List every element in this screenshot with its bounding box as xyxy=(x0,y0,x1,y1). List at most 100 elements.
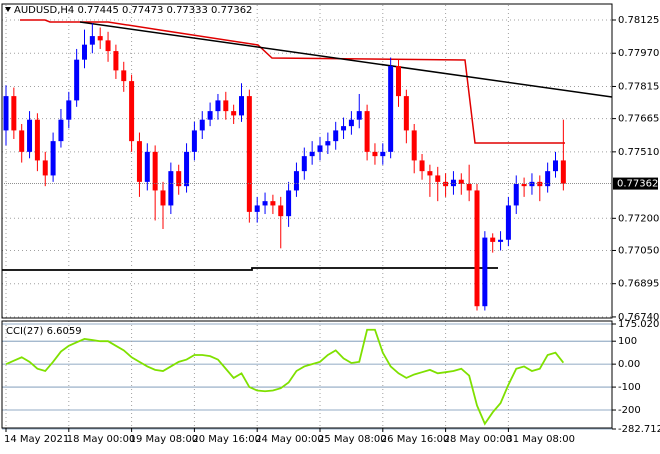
candle-body xyxy=(50,141,56,176)
chart-title: AUDUSD,H4 0.77445 0.77473 0.77333 0.7736… xyxy=(14,5,252,16)
y-tick-label: 0.77050 xyxy=(618,245,659,256)
candle-body xyxy=(325,141,331,146)
candle-body xyxy=(364,111,370,152)
candle-body xyxy=(388,66,394,152)
y-tick-label: 0.78125 xyxy=(618,15,659,26)
candle-body xyxy=(152,151,158,191)
candle-body xyxy=(372,151,378,157)
candle-body xyxy=(34,119,40,161)
candle-body xyxy=(42,160,48,176)
candle-body xyxy=(466,184,472,191)
current-price-tag xyxy=(613,177,658,190)
y-tick-label: 0.00 xyxy=(618,359,640,370)
candle-body xyxy=(498,239,504,242)
candle-body xyxy=(521,184,527,187)
candle-body xyxy=(199,119,205,131)
candle-body xyxy=(246,96,252,212)
candle-body xyxy=(74,59,80,101)
x-tick-label: 28 May 00:00 xyxy=(444,434,513,445)
candle-body xyxy=(262,201,268,206)
y-tick-label: 0.77510 xyxy=(618,147,659,158)
candle-body xyxy=(545,171,551,187)
candle-body xyxy=(184,151,190,187)
x-tick-label: 31 May 08:00 xyxy=(506,434,575,445)
candle-body xyxy=(450,179,456,187)
candle-body xyxy=(301,156,307,172)
candle-body xyxy=(348,119,354,127)
candle-body xyxy=(341,126,347,131)
candle-body xyxy=(553,160,558,172)
symbol-icon xyxy=(5,7,11,12)
candle-body xyxy=(513,184,519,206)
candle-body xyxy=(403,96,409,131)
x-tick-label: 26 May 16:00 xyxy=(381,434,450,445)
candle-body xyxy=(66,100,72,120)
y-tick-label: 0.77815 xyxy=(618,81,659,92)
x-tick-label: 25 May 08:00 xyxy=(318,434,387,445)
candle-body xyxy=(105,40,111,52)
candle-body xyxy=(356,111,362,120)
candle-body xyxy=(458,179,464,185)
candle-body xyxy=(254,205,260,212)
y-tick-label: 0.77665 xyxy=(618,114,659,125)
candle-body xyxy=(293,171,299,191)
candle-body xyxy=(207,111,213,120)
candle-body xyxy=(419,160,425,172)
candle-body xyxy=(529,181,535,187)
x-tick-label: 14 May 2021 xyxy=(4,434,69,445)
candle-body xyxy=(443,181,449,187)
y-tick-label: 0.77200 xyxy=(618,213,659,224)
candle-body xyxy=(380,151,386,157)
price-panel-frame xyxy=(1,3,613,319)
candle-body xyxy=(317,145,323,152)
indicator-line xyxy=(5,328,565,426)
candle-body xyxy=(160,190,166,206)
candle-body xyxy=(27,119,33,152)
candle-body xyxy=(270,201,276,206)
candle-body xyxy=(505,205,511,240)
candle-body xyxy=(278,205,284,217)
candle-body xyxy=(411,130,417,161)
support-line xyxy=(2,267,498,271)
candle-layer xyxy=(3,23,566,311)
candle-body xyxy=(309,151,315,157)
trend-line xyxy=(79,21,613,98)
grid-layer xyxy=(2,5,612,430)
candle-body xyxy=(231,111,237,116)
cci-panel-frame xyxy=(1,320,613,429)
candle-body xyxy=(396,66,401,97)
candle-body xyxy=(560,160,566,184)
candle-body xyxy=(215,100,221,112)
y-tick-label: -282.712 xyxy=(618,424,660,435)
y-tick-label: 175.0203 xyxy=(618,319,660,330)
candle-body xyxy=(239,96,244,116)
x-tick-label: 24 May 00:00 xyxy=(255,434,324,445)
y-tick-label: 0.77970 xyxy=(618,48,659,59)
candle-body xyxy=(333,130,339,142)
candle-body xyxy=(191,130,197,152)
candle-body xyxy=(89,36,95,45)
candle-body xyxy=(82,44,87,60)
current-price-label: 0.77362 xyxy=(617,179,658,190)
y-tick-label: -200 xyxy=(618,405,641,416)
x-tick-label: 19 May 08:00 xyxy=(130,434,199,445)
step-line xyxy=(20,19,565,144)
candle-body xyxy=(121,70,127,82)
candle-body xyxy=(427,171,433,176)
y-tick-label: 0.76740 xyxy=(618,312,659,323)
candle-body xyxy=(435,175,441,182)
candle-body xyxy=(113,51,119,71)
candle-body xyxy=(223,100,229,112)
candle-body xyxy=(19,130,25,152)
candle-body xyxy=(11,96,17,131)
candle-body xyxy=(286,190,292,217)
candle-body xyxy=(136,141,142,182)
candle-body xyxy=(129,81,135,142)
candle-body xyxy=(537,181,543,187)
candle-body xyxy=(97,36,103,41)
candle-body xyxy=(490,237,496,242)
y-tick-label: -100 xyxy=(618,382,641,393)
candle-body xyxy=(144,151,150,182)
